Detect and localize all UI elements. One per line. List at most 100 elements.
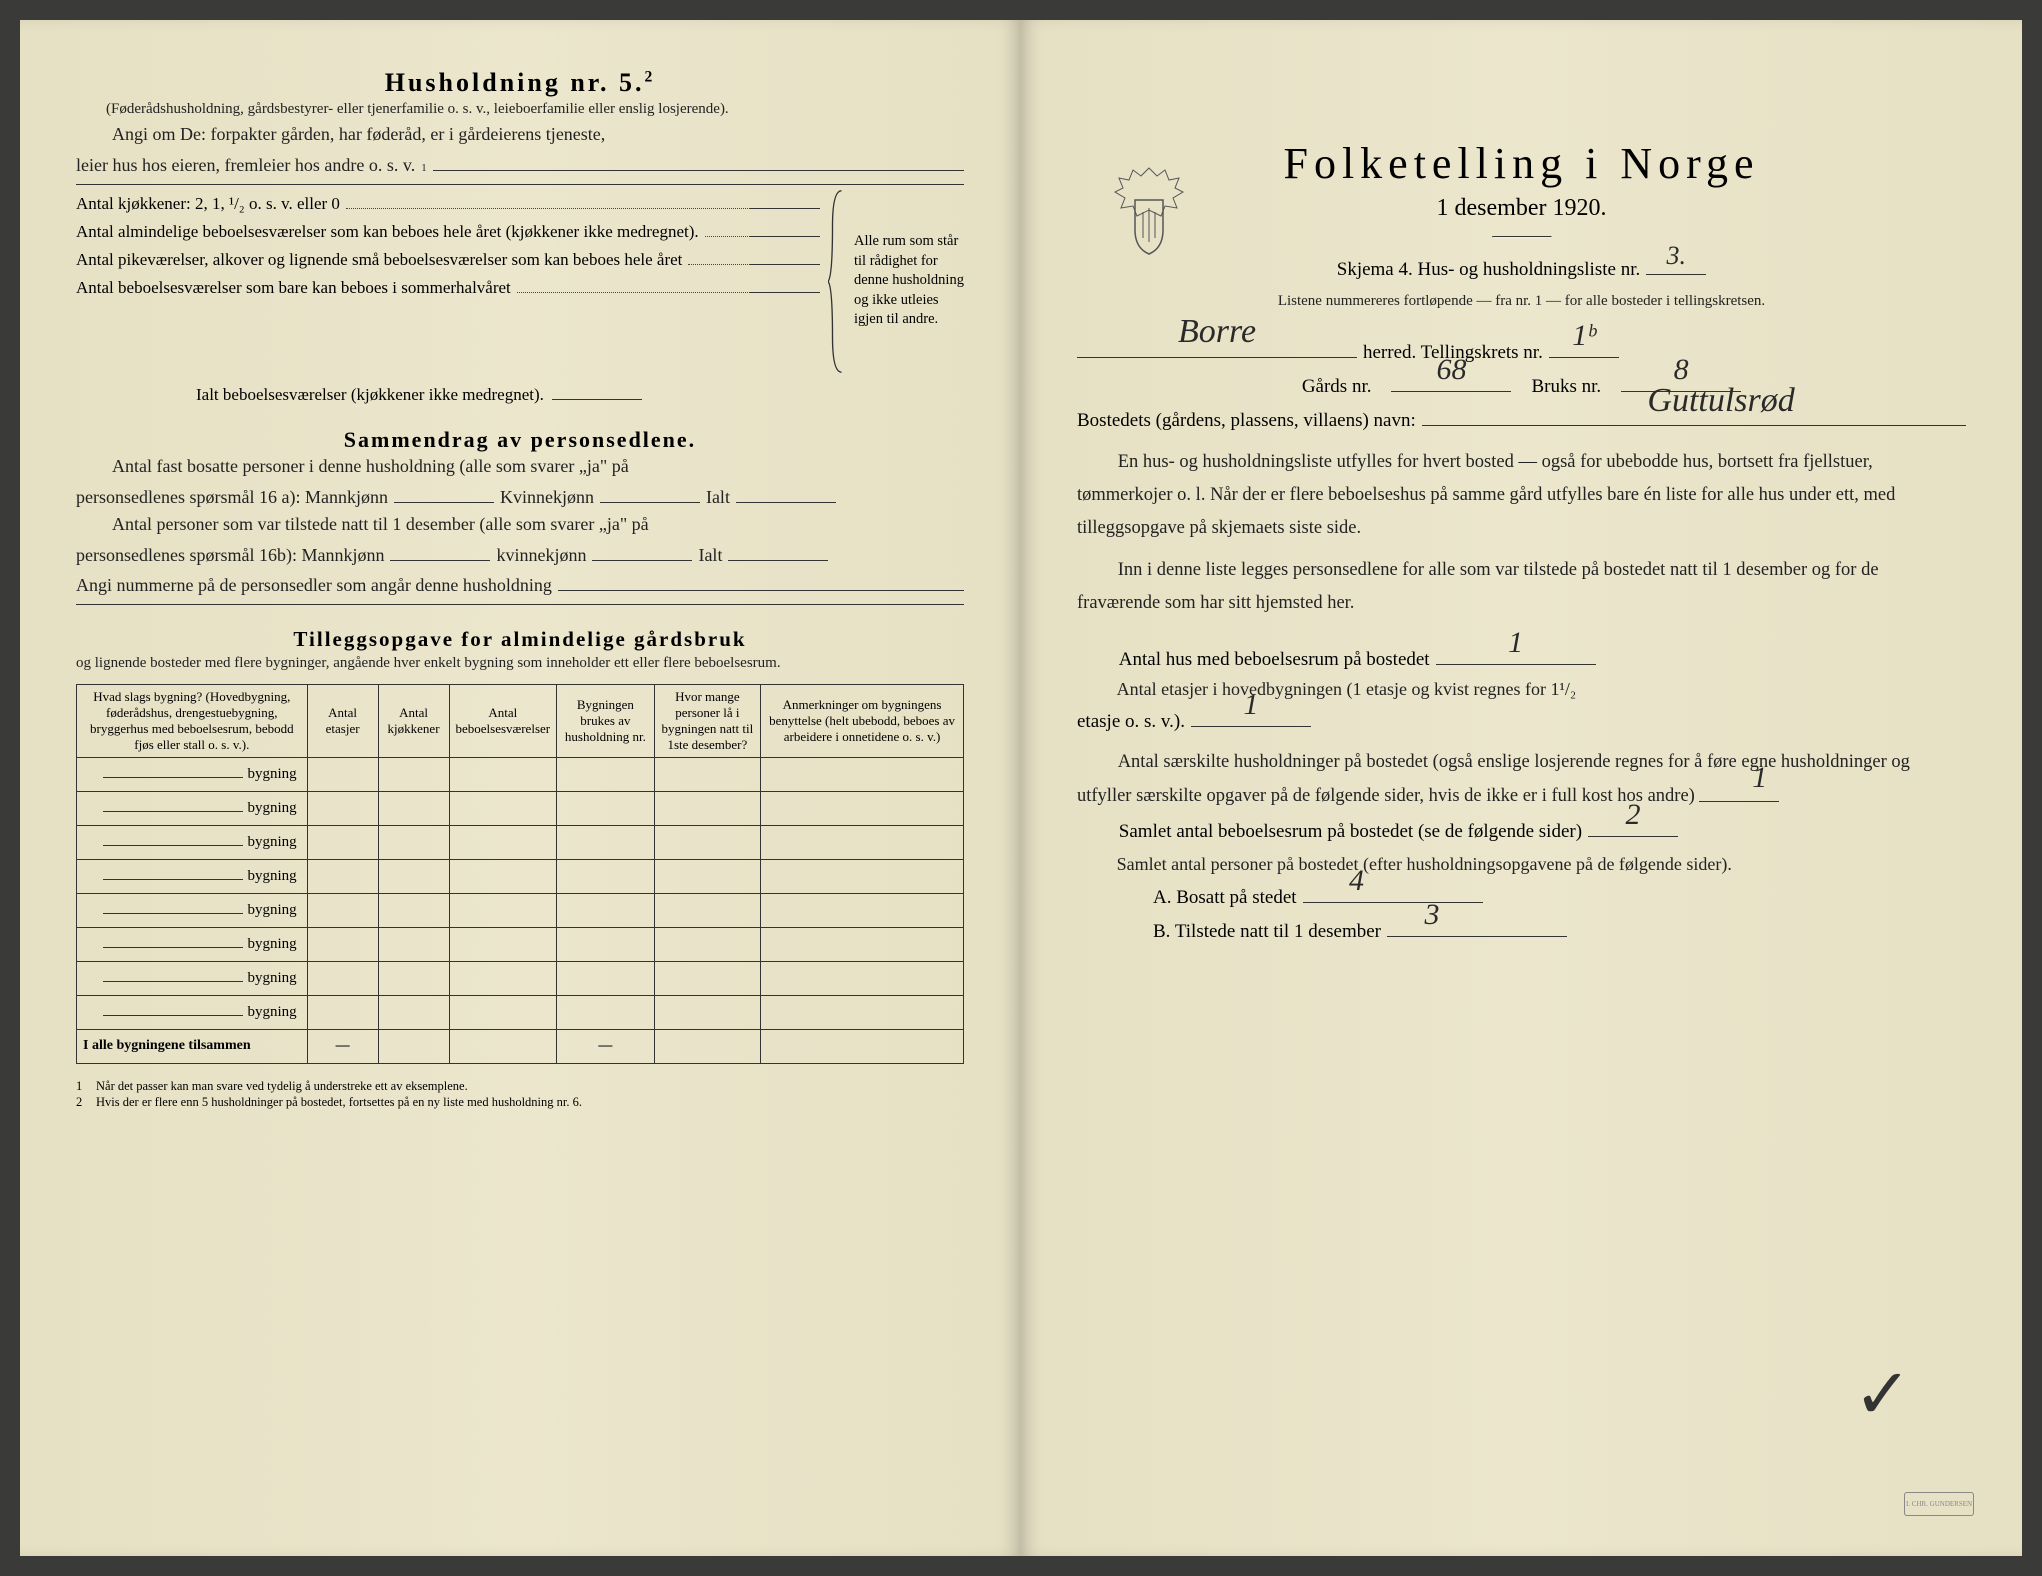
q4-label: Samlet antal beboelsesrum på bostedet (s… [1119,816,1582,848]
bosted-blank: Guttulsrød [1422,404,1966,427]
tillegg-title: Tilleggsopgave for almindelige gårdsbruk [293,627,746,651]
tillegg-sub: og lignende bosteder med flere bygninger… [76,652,964,675]
table-cell [378,791,449,825]
bosted-row: Bostedets (gårdens, plassens, villaens) … [1077,404,1966,438]
table-row: bygning [77,893,964,927]
table-cell [761,927,964,961]
coat-of-arms-icon [1109,160,1189,260]
qA-blank: 4 [1303,880,1483,903]
table-cell [449,927,557,961]
table-cell [761,859,964,893]
table-row: bygning [77,791,964,825]
qB-label: B. Tilstede natt til 1 desember [1153,916,1381,948]
dots [688,248,750,265]
table-cell [654,995,760,1029]
footnote-1-text: Når det passer kan man svare ved tydelig… [96,1078,468,1095]
bygning-cell: bygning [77,893,308,927]
table-cell [449,961,557,995]
intro-line-2: leier hus hos eieren, fremleier hos andr… [76,152,415,180]
footnote-1: 1Når det passer kan man svare ved tydeli… [76,1078,964,1095]
kv-blank [600,481,700,503]
q1-value: 1 [1508,617,1523,668]
footnote-2: 2Hvis der er flere enn 5 husholdninger p… [76,1094,964,1111]
table-cell [307,995,378,1029]
intro-sup: 1 [421,160,426,177]
document-spread: Husholdning nr. 5.2 (Føderådshusholdning… [20,20,2022,1556]
mann-blank2 [390,539,490,561]
skjema-row: Skjema 4. Hus- og husholdningsliste nr. … [1077,252,1966,286]
table-cell [449,757,557,791]
angi-blank [558,570,964,592]
right-page: Folketelling i Norge 1 desember 1920. Sk… [1021,20,2022,1556]
table-cell [761,757,964,791]
table-cell [761,893,964,927]
q4-blank: 2 [1588,814,1678,837]
table-cell [307,927,378,961]
brace-text: Alle rum som står til rådighet for denne… [854,232,964,330]
q3-blank: 1 [1699,779,1779,801]
bosted-label: Bostedets (gårdens, plassens, villaens) … [1077,405,1416,437]
large-checkmark-icon: ✓ [1853,1353,1912,1436]
sammen-kv: Kvinnekjønn [500,484,594,512]
left-page: Husholdning nr. 5.2 (Føderådshusholdning… [20,20,1021,1556]
para-1: En hus- og husholdningsliste utfylles fo… [1077,446,1966,546]
mann-blank [394,481,494,503]
household-title-text: Husholdning nr. 5. [385,68,645,97]
dots [346,192,750,209]
bygning-cell: bygning [77,791,308,825]
table-cell [449,893,557,927]
room-row-1: Antal almindelige beboelsesværelser som … [76,217,820,245]
room-label-3: Antal beboelsesværelser som bare kan beb… [76,275,511,301]
q1-row: Antal hus med beboelsesrum på bostedet 1 [1119,642,1966,676]
table-cell [557,757,655,791]
herred-blank: Borre [1077,335,1357,358]
room-label-1: Antal almindelige beboelsesværelser som … [76,219,699,245]
table-cell [557,859,655,893]
qB-row: B. Tilstede natt til 1 desember 3 [1153,915,1966,949]
q3-label: Antal særskilte husholdninger på bostede… [1077,752,1910,806]
th-0: Hvad slags bygning? (Hovedbygning, føder… [77,684,308,757]
qB-blank: 3 [1387,915,1567,938]
table-cell [378,825,449,859]
table-cell [557,825,655,859]
gards-blank: 68 [1391,369,1511,392]
krets-blank: 1ᵇ [1549,335,1619,358]
qA-label: A. Bosatt på stedet [1153,882,1297,914]
title-rule [1492,236,1552,238]
table-row: bygning [77,757,964,791]
dots [517,276,750,293]
q4-value: 2 [1626,789,1641,840]
th-5: Hvor mange personer lå i bygningen natt … [654,684,760,757]
table-cell [557,961,655,995]
bygning-cell: bygning [77,859,308,893]
table-row: bygning [77,825,964,859]
skjema-value: 3. [1666,234,1686,278]
total-dash-1: — [307,1029,378,1063]
table-cell [654,927,760,961]
table-cell [449,791,557,825]
sammen-p1a: Antal fast bosatte personer i denne hush… [76,453,964,481]
herred-row: Borre herred. Tellingskrets nr. 1ᵇ [1077,335,1966,369]
table-cell [378,893,449,927]
skjema-label: Skjema 4. Hus- og husholdningsliste nr. [1337,254,1640,286]
divider [76,604,964,605]
sammen-kv2: kvinnekjønn [496,542,586,570]
census-title: Folketelling i Norge [1077,138,1966,189]
table-row: bygning [77,927,964,961]
table-body: bygningbygningbygningbygningbygningbygni… [77,757,964,1029]
kjokken-label: Antal kjøkkener: 2, 1, ¹/₂ o. s. v. elle… [76,191,340,217]
table-cell [378,961,449,995]
room-blank-2 [750,244,820,264]
table-cell [449,825,557,859]
krets-value: 1ᵇ [1572,310,1595,361]
gards-value: 68 [1436,344,1466,395]
ialt-blank [552,380,642,400]
ialt-label: Ialt beboelsesværelser (kjøkkener ikke m… [196,385,544,405]
q2-blank: 1 [1191,704,1311,727]
table-cell [654,961,760,995]
table-cell [307,757,378,791]
table-row: bygning [77,961,964,995]
th-6: Anmerkninger om bygningens benyttelse (h… [761,684,964,757]
herred-value: Borre [1178,303,1256,361]
kjokken-blank [750,189,820,209]
